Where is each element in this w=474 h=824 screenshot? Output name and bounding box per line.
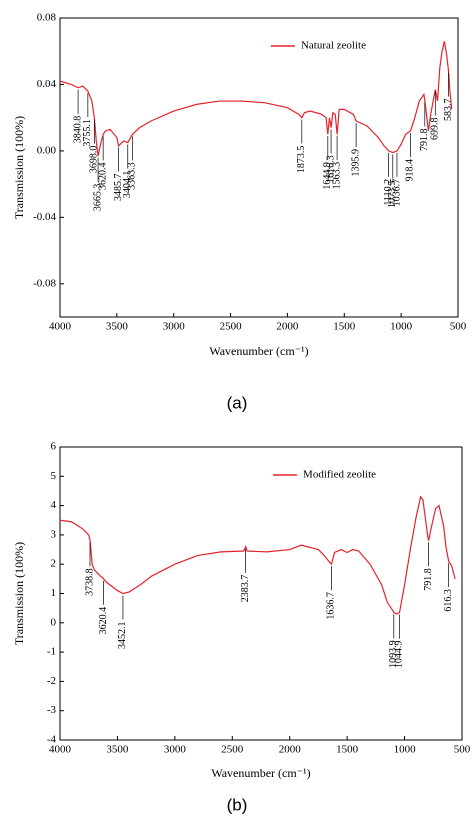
y-tick-label: 0.08 bbox=[37, 12, 57, 24]
y-tick-label: 1 bbox=[51, 587, 57, 599]
x-axis-label: Wavenumber (cm⁻¹) bbox=[209, 344, 308, 358]
annotation-label: 3620.4 bbox=[97, 162, 108, 190]
x-tick-label: 4000 bbox=[49, 744, 72, 756]
y-tick-label: -2 bbox=[47, 675, 56, 687]
annotation-label: 1873.5 bbox=[296, 146, 307, 174]
annotation-label: 1093.9 bbox=[388, 640, 399, 668]
caption: (a) bbox=[227, 393, 248, 412]
annotation-label: 3452.1 bbox=[117, 621, 128, 649]
y-tick-label: -1 bbox=[47, 646, 56, 658]
x-tick-label: 2000 bbox=[276, 321, 299, 333]
caption: (b) bbox=[227, 795, 248, 814]
annotation-label: 3738.8 bbox=[84, 568, 95, 596]
annotation-label: 3698.0 bbox=[89, 146, 100, 174]
x-tick-label: 4000 bbox=[49, 321, 72, 333]
annotation-label: 3755.1 bbox=[82, 119, 93, 147]
annotation-label: 3620.4 bbox=[98, 607, 109, 635]
annotation-label: 3665.3 bbox=[92, 184, 103, 212]
annotation-label: 791.8 bbox=[423, 568, 434, 591]
x-tick-label: 1000 bbox=[390, 321, 413, 333]
plot-frame bbox=[59, 446, 463, 741]
annotation-label: 3404.1 bbox=[122, 171, 133, 199]
annotation-label: 3363.3 bbox=[127, 162, 138, 190]
y-tick-label: -0.08 bbox=[33, 277, 56, 289]
legend-label: Modified zeolite bbox=[303, 469, 376, 481]
y-tick-label: 0 bbox=[51, 616, 57, 628]
annotation-label: 1036.7 bbox=[391, 179, 402, 207]
y-tick-label: 6 bbox=[51, 441, 57, 453]
y-tick-label: 0.00 bbox=[37, 144, 57, 156]
x-tick-label: 3500 bbox=[106, 744, 129, 756]
y-axis-label: Transmission (100%) bbox=[12, 542, 26, 645]
annotation-label: 1395.9 bbox=[350, 149, 361, 177]
annotation-label: 3840.8 bbox=[72, 116, 83, 144]
y-tick-label: -4 bbox=[47, 734, 57, 746]
y-tick-label: -3 bbox=[47, 704, 57, 716]
annotation-label: 1110.2 bbox=[383, 179, 394, 206]
y-axis-label: Transmission (100%) bbox=[12, 116, 26, 219]
x-tick-label: 1500 bbox=[336, 744, 359, 756]
x-axis-label: Wavenumber (cm⁻¹) bbox=[211, 766, 310, 780]
x-tick-label: 1000 bbox=[394, 744, 417, 756]
annotation-label: 1644.9 bbox=[322, 162, 333, 190]
annotation-label: 699.8 bbox=[430, 118, 441, 141]
y-tick-label: 4 bbox=[51, 499, 57, 511]
spectrum-line bbox=[59, 41, 453, 156]
x-tick-label: 500 bbox=[450, 321, 467, 333]
annotation-label: 1636.7 bbox=[326, 592, 337, 620]
annotation-label: 2383.7 bbox=[240, 575, 251, 603]
annotation-label: 918.4 bbox=[405, 159, 416, 182]
x-tick-label: 500 bbox=[454, 744, 471, 756]
x-tick-label: 2500 bbox=[221, 744, 244, 756]
x-tick-label: 3000 bbox=[164, 744, 187, 756]
annotation-label: 791.8 bbox=[419, 128, 430, 151]
annotation-label: 1616.3 bbox=[325, 155, 336, 183]
annotation-label: 583.7 bbox=[443, 98, 454, 121]
x-tick-label: 2500 bbox=[220, 321, 243, 333]
y-tick-label: 3 bbox=[51, 528, 57, 540]
y-tick-label: -0.04 bbox=[33, 211, 56, 223]
y-tick-label: 2 bbox=[51, 558, 57, 570]
annotation-label: 3485.7 bbox=[113, 174, 124, 202]
annotation-label: 1073.5 bbox=[387, 181, 398, 209]
annotation-label: 1563.3 bbox=[331, 162, 342, 190]
annotation-label: 616.3 bbox=[443, 589, 454, 612]
x-tick-label: 1500 bbox=[333, 321, 356, 333]
x-tick-label: 3000 bbox=[163, 321, 186, 333]
legend-label: Natural zeolite bbox=[301, 40, 366, 52]
plot-frame bbox=[59, 17, 459, 318]
y-tick-label: 5 bbox=[51, 470, 57, 482]
x-tick-label: 3500 bbox=[106, 321, 129, 333]
y-tick-label: 0.04 bbox=[37, 78, 57, 90]
x-tick-label: 2000 bbox=[279, 744, 302, 756]
spectrum-line bbox=[59, 495, 456, 615]
annotation-label: 1044.9 bbox=[394, 641, 405, 669]
